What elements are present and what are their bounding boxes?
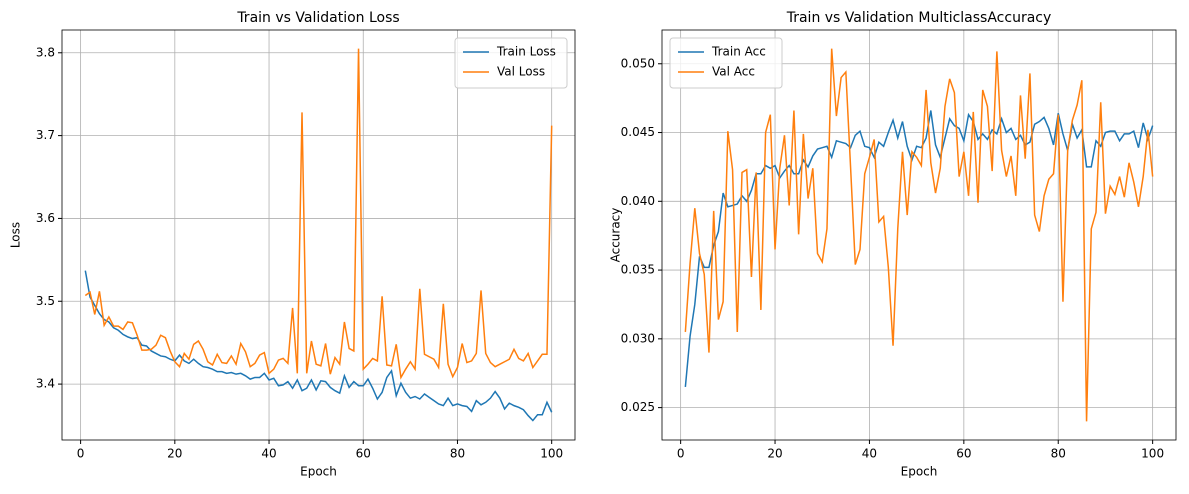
x-tick-label: 60 <box>356 447 371 461</box>
y-tick-label: 3.6 <box>36 211 55 225</box>
chart-title: Train vs Validation Loss <box>236 10 399 26</box>
y-tick-label: 3.8 <box>36 45 55 59</box>
y-tick-label: 0.030 <box>621 331 655 345</box>
y-axis-label: Accuracy <box>609 208 623 263</box>
x-tick-label: 40 <box>862 447 877 461</box>
legend-box <box>454 37 568 89</box>
series-line <box>84 270 553 422</box>
y-tick-label: 0.045 <box>621 125 655 139</box>
x-tick-label: 0 <box>677 447 685 461</box>
series-line <box>84 48 553 380</box>
chart-title: Train vs Validation MulticlassAccuracy <box>786 10 1052 26</box>
y-tick-label: 0.050 <box>621 56 655 70</box>
x-tick-label: 100 <box>540 447 563 461</box>
legend-label: Train Loss <box>496 45 556 59</box>
x-tick-label: 20 <box>767 447 782 461</box>
y-tick-label: 0.025 <box>621 400 655 414</box>
y-tick-label: 3.4 <box>36 377 55 391</box>
x-axis-label: Epoch <box>901 465 938 479</box>
x-tick-label: 40 <box>261 447 276 461</box>
plot-frame <box>661 29 1177 441</box>
x-tick-label: 80 <box>1051 447 1066 461</box>
y-tick-label: 3.7 <box>36 128 55 142</box>
y-axis-label: Loss <box>9 222 23 248</box>
x-tick-label: 60 <box>956 447 971 461</box>
y-tick-label: 3.5 <box>36 294 55 308</box>
legend-box <box>669 37 783 89</box>
plot-frame <box>61 29 576 441</box>
y-tick-label: 0.040 <box>621 194 655 208</box>
legend-label: Val Loss <box>497 65 545 79</box>
x-tick-label: 80 <box>450 447 465 461</box>
legend-label: Val Acc <box>712 65 755 79</box>
legend-label: Train Acc <box>711 45 766 59</box>
x-tick-label: 20 <box>167 447 182 461</box>
x-tick-label: 0 <box>77 447 85 461</box>
series-line <box>684 48 1154 422</box>
series-line <box>684 110 1154 388</box>
x-tick-label: 100 <box>1141 447 1164 461</box>
y-tick-label: 0.035 <box>621 263 655 277</box>
x-axis-label: Epoch <box>300 465 337 479</box>
